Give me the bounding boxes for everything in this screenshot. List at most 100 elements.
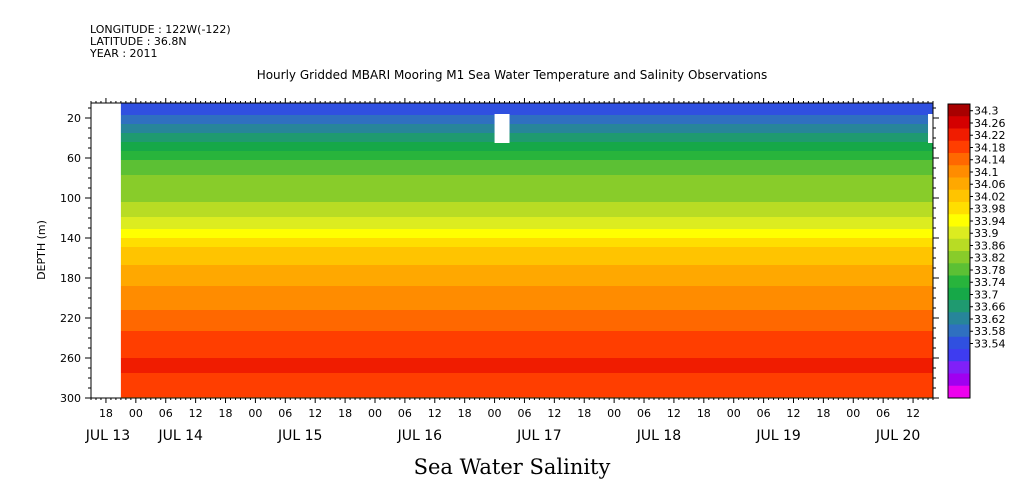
x-day-label: JUL 14	[157, 428, 203, 444]
salinity-band	[91, 238, 933, 242]
salinity-band	[91, 226, 933, 230]
no-data-region	[91, 103, 121, 398]
colorbar-label: 33.66	[974, 301, 1006, 314]
salinity-band	[91, 124, 933, 128]
salinity-band	[91, 178, 933, 182]
x-day-label: JUL 17	[516, 428, 561, 444]
salinity-band	[91, 115, 933, 119]
longitude-label: LONGITUDE : 122W(-122)	[90, 23, 231, 36]
salinity-band	[91, 109, 933, 113]
salinity-band	[91, 112, 933, 116]
colorbar-label: 34.02	[974, 190, 1006, 203]
colorbar-swatch	[948, 128, 970, 142]
x-hour-label: 06	[637, 407, 651, 420]
colorbar-label: 34.14	[974, 154, 1006, 167]
colorbar-label: 33.9	[974, 227, 999, 240]
colorbar-swatch	[948, 361, 970, 374]
x-hour-label: 00	[368, 407, 382, 420]
x-hour-label: 12	[547, 407, 561, 420]
salinity-band	[91, 334, 933, 338]
salinity-band	[91, 391, 933, 395]
x-hour-label: 00	[488, 407, 502, 420]
colorbar-label: 34.26	[974, 117, 1006, 130]
year-label: YEAR : 2011	[90, 47, 158, 60]
salinity-band	[91, 250, 933, 254]
x-day-label: JUL 19	[755, 428, 800, 444]
salinity-band	[91, 163, 933, 167]
salinity-band	[91, 328, 933, 332]
salinity-band	[91, 214, 933, 218]
x-hour-label: 00	[607, 407, 621, 420]
x-hour-label: 00	[846, 407, 860, 420]
x-hour-label: 18	[577, 407, 591, 420]
salinity-band	[91, 280, 933, 284]
salinity-band	[91, 388, 933, 392]
depth-axis: 20 60 100 140 180 220 260 300	[60, 107, 939, 405]
colorbar-swatch	[948, 336, 970, 350]
x-hour-label: 18	[219, 407, 233, 420]
colorbar-label: 33.58	[974, 325, 1006, 338]
colorbar-swatch	[948, 263, 970, 276]
salinity-band	[91, 106, 933, 110]
salinity-band	[91, 172, 933, 176]
x-day-label: JUL 15	[277, 428, 322, 444]
colorbar-label: 34.22	[974, 129, 1006, 142]
salinity-band	[91, 196, 933, 200]
salinity-band	[91, 358, 933, 362]
salinity-band	[91, 199, 933, 203]
salinity-band	[91, 133, 933, 137]
salinity-band	[91, 139, 933, 143]
salinity-band	[91, 187, 933, 191]
salinity-band	[91, 136, 933, 140]
x-hour-label: 06	[517, 407, 531, 420]
colorbar-swatch	[948, 116, 970, 129]
salinity-band	[91, 274, 933, 278]
x-day-label: JUL 18	[636, 428, 681, 444]
salinity-band	[91, 283, 933, 287]
salinity-band	[91, 268, 933, 272]
salinity-band	[91, 373, 933, 377]
x-hour-label: 18	[99, 407, 113, 420]
salinity-band	[91, 262, 933, 266]
colorbar-swatch	[948, 226, 970, 240]
y-axis-label: DEPTH (m)	[35, 220, 48, 280]
salinity-band	[91, 181, 933, 185]
latitude-label: LATITUDE : 36.8N	[90, 35, 187, 48]
no-data-regions	[91, 103, 933, 398]
colorbar-label: 34.18	[974, 141, 1006, 154]
salinity-band	[91, 319, 933, 323]
salinity-band	[91, 208, 933, 212]
salinity-band	[91, 349, 933, 353]
colorbar-swatch	[948, 177, 970, 191]
y-tick-label: 140	[60, 232, 81, 245]
salinity-band	[91, 223, 933, 227]
colorbar-label: 33.86	[974, 239, 1006, 252]
salinity-band	[91, 259, 933, 263]
colorbar-swatch	[948, 104, 970, 117]
salinity-band	[91, 277, 933, 281]
colorbar-swatch	[948, 202, 970, 215]
salinity-band	[91, 145, 933, 149]
salinity-band	[91, 193, 933, 197]
salinity-band	[91, 190, 933, 194]
salinity-band	[91, 202, 933, 206]
plot-frame	[90, 102, 934, 399]
variable-title: Sea Water Salinity	[413, 455, 611, 479]
colorbar-label: 33.78	[974, 264, 1006, 277]
salinity-band	[91, 253, 933, 257]
y-tick-label: 180	[60, 272, 81, 285]
salinity-band	[91, 205, 933, 209]
salinity-band	[91, 292, 933, 296]
colorbar: 34.334.2634.2234.1834.1434.134.0634.0233…	[947, 103, 1006, 399]
y-tick-label: 300	[60, 392, 81, 405]
salinity-band	[91, 343, 933, 347]
salinity-band	[91, 301, 933, 305]
salinity-band	[91, 331, 933, 335]
colorbar-swatch	[948, 153, 970, 166]
salinity-band	[91, 157, 933, 161]
colorbar-swatch	[948, 324, 970, 338]
x-hour-label: 00	[248, 407, 262, 420]
no-data-region	[928, 114, 933, 143]
colorbar-label: 33.62	[974, 313, 1006, 326]
